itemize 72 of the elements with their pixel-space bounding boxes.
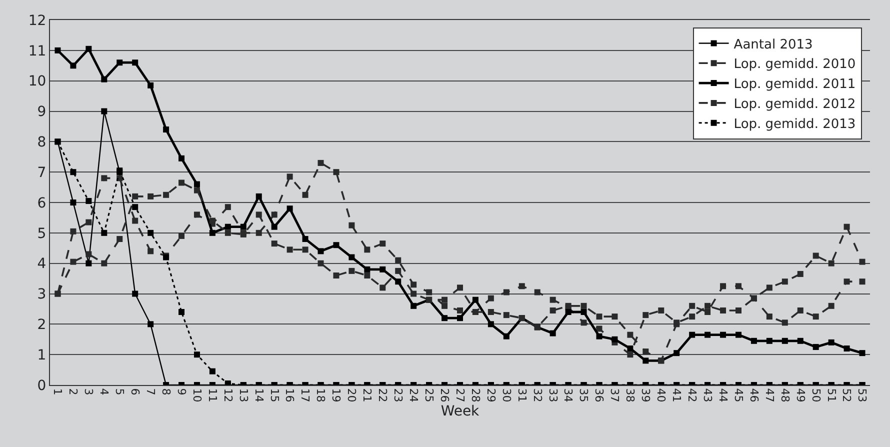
x-tick-label: 43 (700, 388, 714, 402)
x-tick-label: 14 (252, 388, 266, 402)
x-tick-label: 35 (577, 388, 590, 402)
legend-label: Aantal 2013 (734, 37, 813, 52)
y-tick-label: 0 (37, 378, 46, 394)
x-tick-label: 13 (236, 388, 250, 402)
x-tick-label: 36 (592, 388, 606, 402)
x-tick-label: 19 (330, 388, 343, 402)
legend-label: Lop. gemidd. 2013 (734, 116, 856, 132)
x-tick-label: 29 (484, 388, 498, 402)
y-tick-label: 3 (37, 286, 46, 303)
legend-label: Lop. gemidd. 2010 (734, 57, 856, 72)
x-tick-label: 9 (174, 388, 188, 396)
x-tick-label: 17 (298, 388, 312, 402)
x-tick-label: 23 (392, 388, 405, 402)
y-tick-label: 12 (28, 12, 46, 29)
y-tick-label: 1 (37, 347, 46, 364)
x-tick-label: 2 (66, 388, 80, 396)
x-tick-label: 48 (778, 388, 792, 402)
x-tick-label: 41 (670, 388, 684, 402)
y-tick-label: 11 (28, 43, 46, 60)
x-tick-label: 45 (732, 388, 745, 402)
legend-label: Lop. gemidd. 2011 (734, 77, 856, 92)
y-tick-label: 5 (37, 226, 46, 242)
x-tick-label: 30 (500, 388, 513, 402)
y-tick-label: 8 (37, 134, 46, 151)
x-tick-label: 8 (159, 388, 172, 396)
x-tick-label: 39 (639, 388, 652, 402)
x-tick-label: 10 (190, 388, 204, 402)
x-tick-label: 27 (453, 388, 466, 402)
y-tick-label: 2 (37, 317, 46, 334)
x-tick-label: 42 (686, 388, 699, 402)
x-tick-label: 37 (608, 388, 622, 402)
y-tick-label: 9 (37, 104, 46, 120)
x-tick-label: 25 (422, 388, 436, 402)
x-tick-label: 38 (624, 388, 637, 402)
x-tick-label: 11 (206, 388, 219, 402)
x-tick-label: 21 (360, 388, 374, 402)
x-tick-label: 26 (438, 388, 451, 402)
y-tick-label: 4 (37, 256, 46, 272)
x-axis-title: Week (440, 404, 480, 420)
x-tick-label: 33 (546, 388, 560, 402)
x-tick-label: 46 (747, 388, 760, 402)
legend-label: Lop. gemidd. 2012 (734, 97, 856, 112)
x-tick-label: 31 (515, 388, 528, 402)
x-tick-label: 24 (407, 388, 420, 402)
x-tick-label: 6 (128, 388, 142, 396)
x-tick-label: 5 (113, 388, 126, 396)
x-tick-label: 3 (82, 388, 96, 396)
x-tick-label: 51 (824, 388, 838, 402)
x-tick-label: 4 (98, 388, 111, 396)
x-tick-label: 12 (221, 388, 234, 402)
x-tick-label: 34 (562, 388, 575, 402)
x-tick-label: 40 (654, 388, 668, 402)
x-tick-label: 7 (144, 388, 157, 396)
x-tick-label: 15 (268, 388, 281, 402)
x-tick-label: 16 (283, 388, 296, 402)
x-tick-label: 49 (794, 388, 807, 402)
x-tick-label: 20 (345, 388, 358, 402)
x-tick-label: 28 (468, 388, 482, 402)
x-tick-label: 52 (840, 388, 854, 402)
y-tick-label: 7 (37, 164, 46, 181)
x-tick-label: 1 (51, 388, 64, 396)
x-tick-label: 50 (809, 388, 822, 402)
x-tick-label: 22 (376, 388, 390, 402)
x-tick-label: 44 (716, 388, 730, 402)
x-tick-label: 18 (314, 388, 328, 402)
y-tick-label: 6 (37, 195, 46, 212)
x-tick-label: 32 (530, 388, 544, 402)
x-tick-label: 53 (856, 388, 869, 402)
y-tick-label: 10 (28, 74, 46, 90)
x-tick-label: 47 (762, 388, 776, 402)
